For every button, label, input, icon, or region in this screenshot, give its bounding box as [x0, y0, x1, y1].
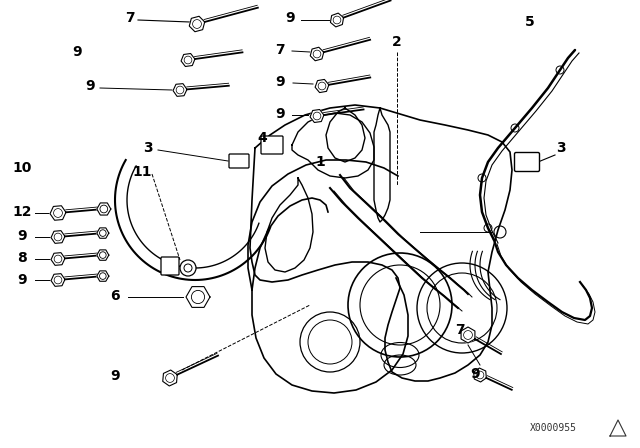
- Text: 9: 9: [85, 79, 95, 93]
- Text: 9: 9: [285, 11, 295, 25]
- Polygon shape: [51, 253, 65, 265]
- FancyBboxPatch shape: [261, 136, 283, 154]
- Text: 8: 8: [17, 251, 27, 265]
- Polygon shape: [51, 231, 65, 243]
- Polygon shape: [461, 327, 475, 343]
- FancyBboxPatch shape: [161, 257, 179, 275]
- Text: 10: 10: [12, 161, 32, 175]
- Polygon shape: [173, 84, 187, 96]
- Polygon shape: [50, 206, 66, 220]
- Text: 9: 9: [275, 107, 285, 121]
- Text: 7: 7: [275, 43, 285, 57]
- Polygon shape: [330, 13, 344, 27]
- Polygon shape: [310, 109, 324, 122]
- Polygon shape: [163, 370, 177, 386]
- Polygon shape: [181, 53, 195, 66]
- FancyBboxPatch shape: [515, 152, 540, 172]
- Text: 9: 9: [275, 75, 285, 89]
- Text: 11: 11: [132, 165, 152, 179]
- Text: 3: 3: [556, 141, 566, 155]
- Text: 9: 9: [470, 367, 480, 381]
- Text: 3: 3: [143, 141, 153, 155]
- Text: 1: 1: [315, 155, 325, 169]
- Polygon shape: [189, 16, 205, 32]
- Text: 7: 7: [455, 323, 465, 337]
- Polygon shape: [310, 47, 324, 61]
- Text: 9: 9: [17, 229, 27, 243]
- Text: 6: 6: [110, 289, 120, 303]
- Polygon shape: [97, 250, 109, 260]
- FancyBboxPatch shape: [229, 154, 249, 168]
- Text: 9: 9: [17, 273, 27, 287]
- Circle shape: [180, 260, 196, 276]
- Text: 12: 12: [12, 205, 32, 219]
- Text: 9: 9: [72, 45, 82, 59]
- Polygon shape: [97, 203, 111, 215]
- Polygon shape: [51, 274, 65, 286]
- Polygon shape: [315, 79, 329, 93]
- Text: 4: 4: [257, 131, 267, 145]
- Text: 2: 2: [392, 35, 402, 49]
- Polygon shape: [97, 271, 109, 281]
- Text: 9: 9: [110, 369, 120, 383]
- Text: 5: 5: [525, 15, 535, 29]
- Polygon shape: [97, 228, 109, 238]
- Polygon shape: [474, 368, 486, 382]
- Text: 7: 7: [125, 11, 135, 25]
- Polygon shape: [186, 287, 210, 307]
- Text: X0000955: X0000955: [530, 423, 577, 433]
